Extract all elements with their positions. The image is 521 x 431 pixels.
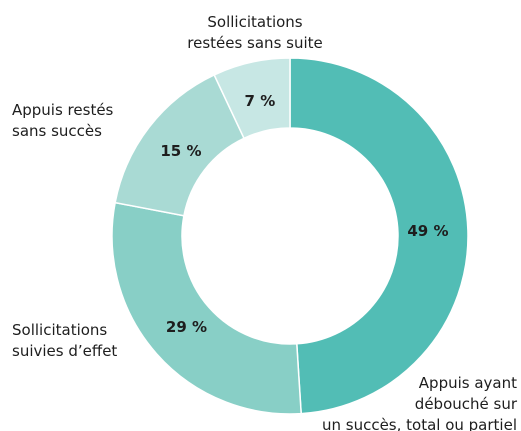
category-label: Appuis ayant débouché sur un succès, total… xyxy=(322,374,518,431)
category-label: Appuis restés sans succès xyxy=(12,101,114,140)
category-label: Sollicitations restées sans suite xyxy=(187,13,323,52)
category-label-line: Sollicitations xyxy=(207,13,302,31)
category-label-line: suivies d’effet xyxy=(12,342,117,360)
category-label-line: un succès, total ou partiel xyxy=(322,416,517,431)
category-label-line: restées sans suite xyxy=(187,34,323,52)
value-label: 15 % xyxy=(160,142,201,160)
value-label: 49 % xyxy=(407,222,448,240)
category-label-line: Appuis ayant xyxy=(419,374,517,392)
category-label-line: Appuis restés xyxy=(12,101,114,119)
category-label-line: débouché sur xyxy=(415,395,518,413)
category-label-line: sans succès xyxy=(12,122,102,140)
donut-slice xyxy=(213,57,291,140)
category-label-line: Sollicitations xyxy=(12,321,107,339)
donut-slice xyxy=(289,57,469,415)
category-label: Sollicitations suivies d’effet xyxy=(12,321,117,360)
value-label: 29 % xyxy=(166,318,207,336)
value-label: 7 % xyxy=(245,92,276,110)
donut-slice xyxy=(111,201,302,415)
